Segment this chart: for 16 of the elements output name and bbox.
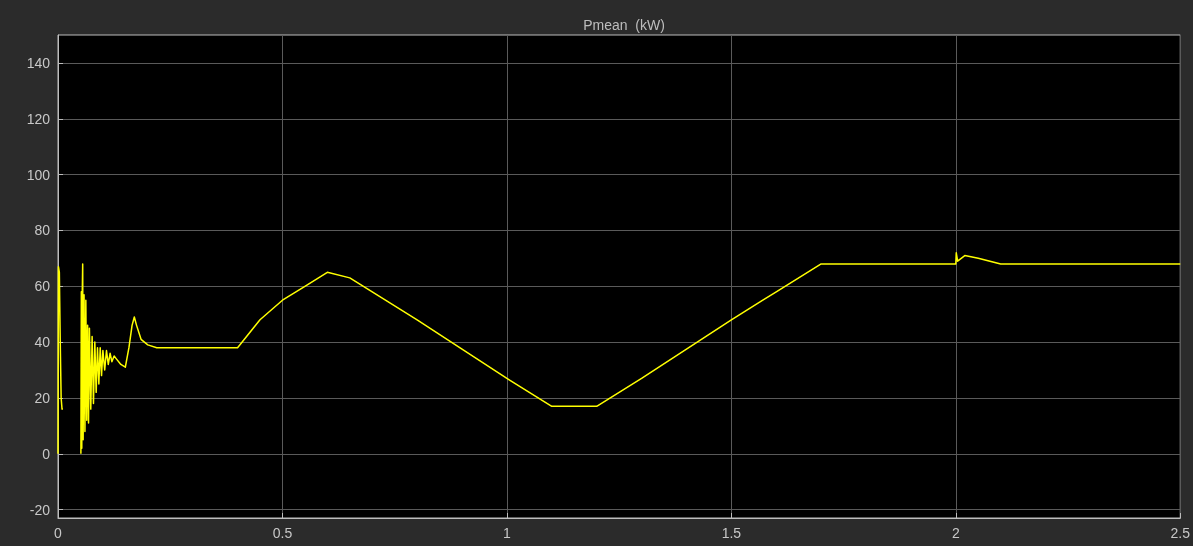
chart-title: Pmean (kW) bbox=[583, 17, 665, 33]
x-tick-label: 2 bbox=[951, 525, 960, 541]
x-tick-label: 2.5 bbox=[1170, 525, 1191, 541]
x-tick-label: 0 bbox=[54, 525, 63, 541]
y-tick-label: 0 bbox=[42, 445, 51, 462]
y-tick-label: 100 bbox=[26, 166, 51, 183]
y-tick-label: 60 bbox=[34, 278, 51, 295]
x-tick-label: 1 bbox=[503, 525, 512, 541]
x-tick-label: 0.5 bbox=[272, 525, 293, 541]
y-tick-label: 40 bbox=[34, 334, 51, 351]
x-tick-label: 1.5 bbox=[721, 525, 742, 541]
y-tick-label: 140 bbox=[26, 54, 51, 71]
y-tick-label: 80 bbox=[34, 222, 51, 239]
y-tick-label: 20 bbox=[34, 389, 51, 406]
y-tick-label: 120 bbox=[26, 110, 51, 127]
y-tick-label: -20 bbox=[29, 501, 51, 518]
